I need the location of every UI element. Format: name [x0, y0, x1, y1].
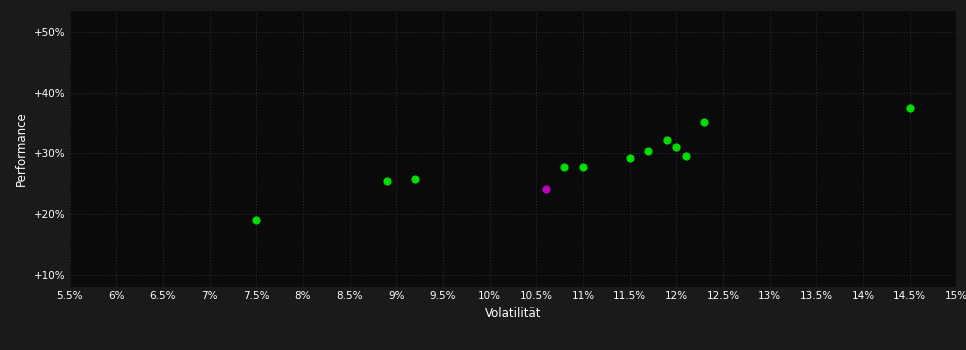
Point [575, 164, 590, 169]
Point [668, 145, 684, 150]
Point [678, 154, 694, 159]
Point [696, 119, 712, 125]
Point [640, 149, 656, 154]
X-axis label: Volatilität: Volatilität [485, 307, 541, 320]
Point [622, 155, 638, 160]
Point [659, 137, 674, 143]
Y-axis label: Performance: Performance [15, 111, 28, 186]
Point [380, 178, 395, 183]
Point [902, 106, 918, 111]
Point [248, 217, 264, 223]
Point [408, 176, 423, 182]
Point [538, 186, 554, 191]
Point [556, 164, 572, 169]
